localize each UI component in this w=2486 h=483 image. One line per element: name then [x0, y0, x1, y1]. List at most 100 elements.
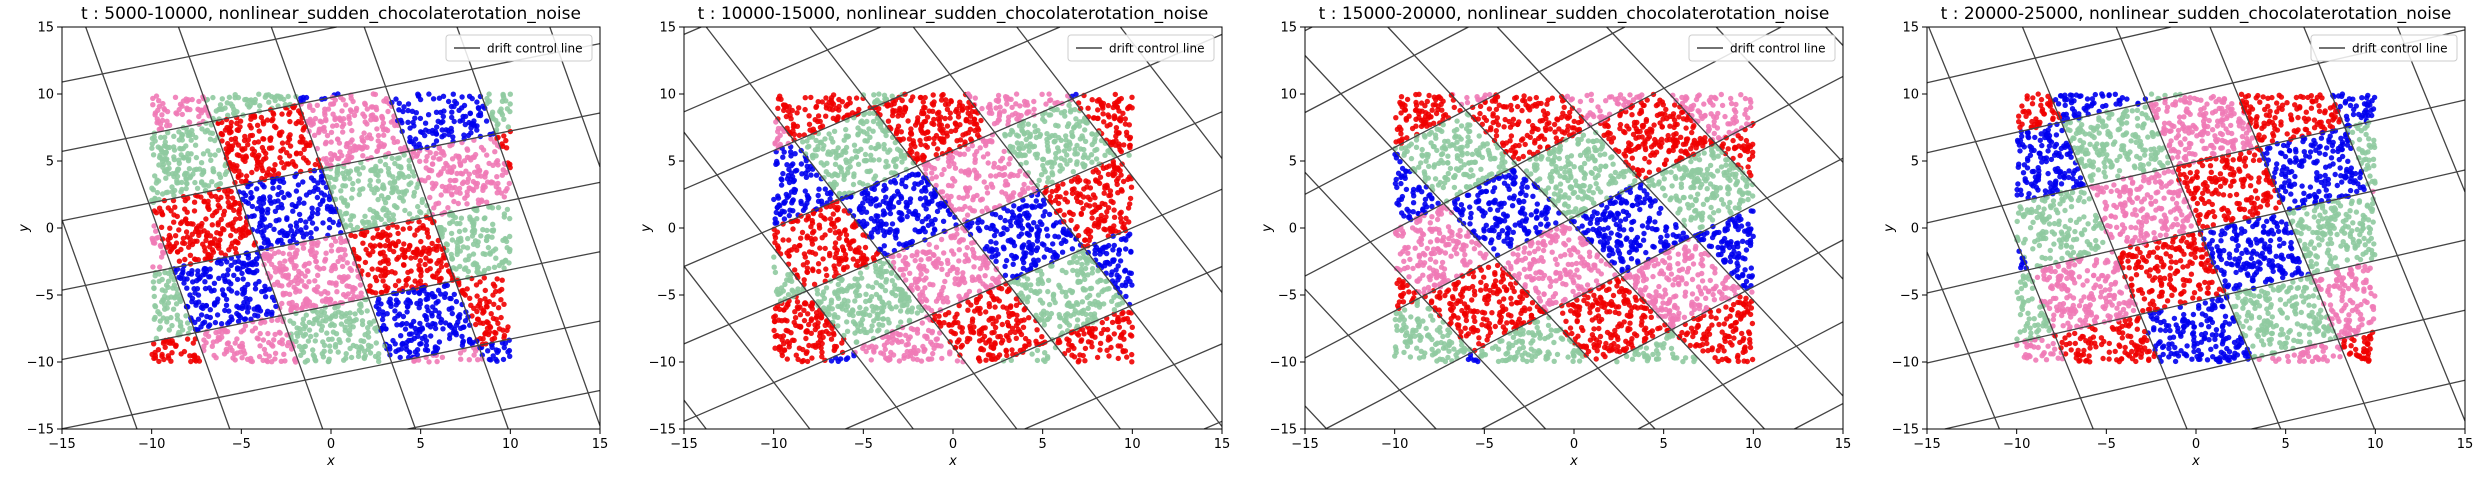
scatter-point — [991, 232, 997, 239]
scatter-point — [1065, 347, 1071, 353]
scatter-point — [300, 316, 307, 322]
scatter-point — [264, 172, 270, 178]
scatter-point — [232, 357, 238, 363]
scatter-point — [302, 273, 308, 279]
scatter-point — [507, 215, 513, 222]
scatter-point — [161, 293, 168, 300]
scatter-point — [195, 292, 202, 298]
scatter-point — [296, 108, 302, 114]
scatter-point — [162, 139, 168, 145]
scatter-point — [493, 184, 499, 190]
scatter-point — [1069, 133, 1075, 140]
scatter-point — [417, 115, 424, 122]
scatter-point — [198, 312, 205, 318]
scatter-point — [1115, 130, 1122, 136]
scatter-point — [774, 243, 780, 249]
scatter-point — [222, 276, 228, 283]
scatter-point — [296, 211, 303, 218]
scatter-point — [212, 236, 218, 242]
scatter-point — [477, 297, 483, 304]
scatter-point — [1014, 140, 1020, 146]
scatter-point — [467, 339, 473, 345]
scatter-point — [338, 188, 344, 194]
scatter-point — [318, 312, 324, 319]
scatter-point — [297, 139, 303, 145]
scatter-point — [271, 281, 277, 288]
scatter-point — [165, 278, 172, 284]
scatter-point — [359, 318, 366, 324]
scatter-point — [279, 341, 285, 347]
scatter-point — [252, 325, 259, 331]
scatter-point — [172, 204, 178, 210]
scatter-point — [965, 110, 971, 116]
scatter-point — [987, 107, 993, 113]
scatter-point — [457, 350, 464, 356]
scatter-point — [187, 175, 193, 181]
scatter-point — [1069, 288, 1075, 295]
scatter-point — [922, 94, 928, 101]
scatter-point — [396, 107, 402, 113]
scatter-point — [796, 345, 802, 351]
scatter-point — [978, 105, 985, 112]
scatter-point — [282, 266, 288, 272]
scatter-point — [311, 132, 318, 138]
scatter-point — [315, 239, 321, 246]
scatter-point — [1104, 326, 1110, 333]
scatter-point — [447, 322, 453, 329]
scatter-point — [423, 316, 430, 323]
scatter-point — [1033, 134, 1039, 141]
scatter-point — [989, 211, 995, 217]
scatter-point — [350, 342, 356, 349]
scatter-point — [274, 317, 281, 323]
scatter-point — [195, 355, 201, 361]
scatter-point — [362, 259, 369, 266]
scatter-point — [187, 252, 194, 258]
scatter-point — [1062, 190, 1069, 196]
scatter-point — [179, 219, 185, 225]
scatter-point — [901, 152, 907, 159]
scatter-point — [793, 110, 800, 116]
scatter-point — [928, 164, 934, 171]
scatter-point — [276, 184, 282, 191]
scatter-point — [303, 296, 310, 302]
scatter-point — [332, 344, 339, 350]
scatter-point — [1089, 270, 1095, 276]
scatter-point — [375, 355, 382, 361]
scatter-point — [1069, 267, 1075, 274]
scatter-point — [433, 274, 439, 281]
scatter-point — [489, 234, 495, 240]
scatter-point — [156, 278, 162, 284]
scatter-point — [449, 168, 455, 174]
scatter-point — [334, 172, 340, 178]
scatter-point — [228, 119, 234, 126]
scatter-point — [772, 269, 778, 276]
scatter-point — [893, 304, 899, 310]
scatter-point — [504, 106, 511, 112]
scatter-point — [261, 184, 267, 190]
scatter-point — [385, 225, 391, 231]
scatter-point — [1101, 185, 1108, 191]
scatter-point — [221, 227, 227, 233]
scatter-point — [1125, 219, 1131, 225]
scatter-point — [1009, 144, 1015, 150]
scatter-point — [464, 147, 471, 153]
scatter-point — [355, 353, 362, 360]
scatter-point — [1081, 276, 1087, 283]
scatter-point — [156, 358, 162, 365]
scatter-point — [399, 120, 405, 126]
scatter-point — [947, 193, 954, 200]
scatter-point — [328, 242, 335, 248]
scatter-point — [1085, 339, 1091, 345]
scatter-point — [230, 195, 236, 201]
scatter-point — [232, 216, 239, 222]
scatter-point — [229, 143, 236, 149]
scatter-point — [267, 135, 273, 142]
scatter-point — [435, 118, 441, 125]
scatter-point — [1070, 125, 1076, 131]
scatter-point — [356, 191, 362, 198]
scatter-point — [188, 137, 194, 143]
scatter-point — [222, 307, 228, 314]
scatter-point — [1067, 217, 1074, 223]
scatter-point — [159, 191, 166, 197]
